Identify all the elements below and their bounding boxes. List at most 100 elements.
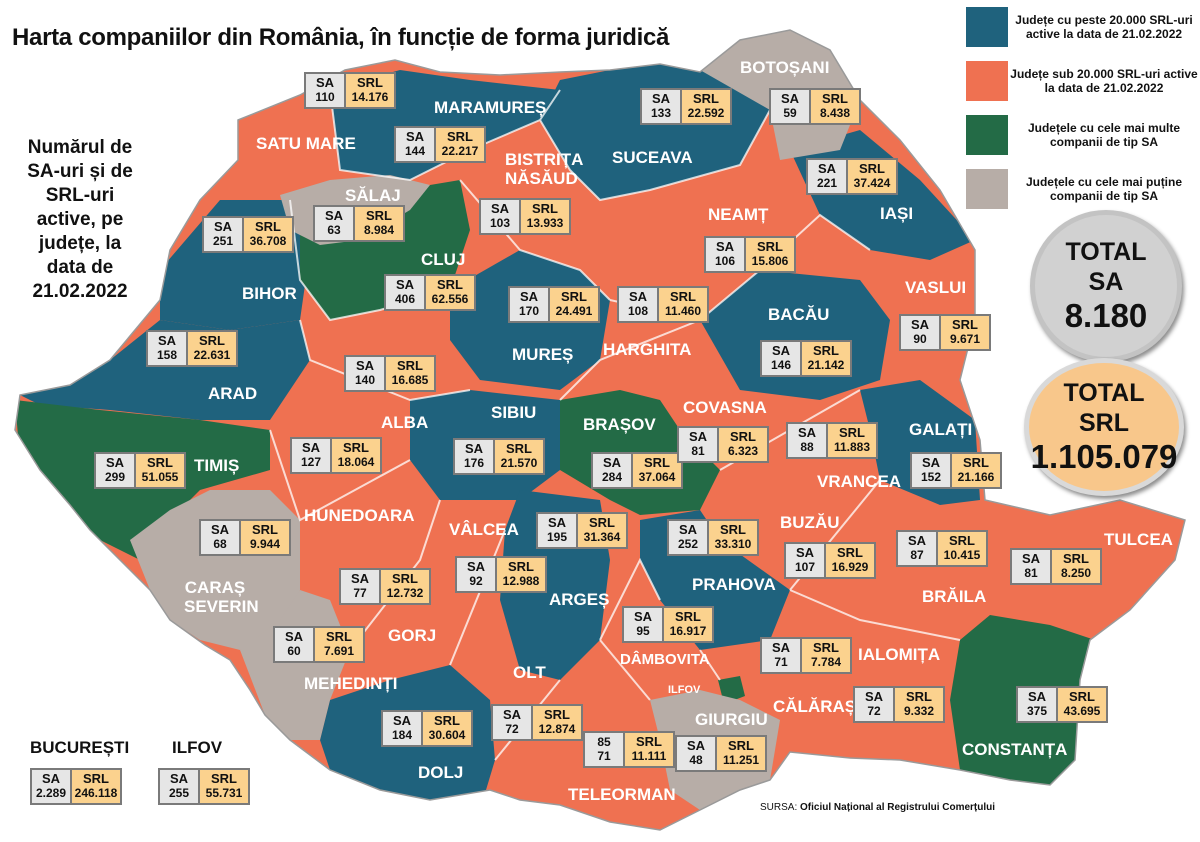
srl-value: 21.166: [957, 470, 995, 484]
county-label-galati: GALAȚI: [909, 420, 973, 439]
legend-label: Județele cu cele mai multe companii de t…: [1027, 121, 1181, 149]
sa-header: SA: [210, 522, 230, 537]
data-box-gorj: SA 77 SRL 12.732: [339, 568, 431, 605]
srl-cell: SRL 37.424: [846, 160, 896, 193]
sa-value: 107: [794, 560, 816, 574]
total-sa-label: TOTAL: [1065, 238, 1147, 266]
srl-cell: SRL 16.685: [384, 357, 434, 390]
srl-cell: SRL 12.732: [379, 570, 429, 603]
srl-cell: SRL 11.460: [657, 288, 707, 321]
total-sa-badge: TOTAL SA 8.180: [1030, 210, 1182, 362]
srl-header: SRL: [561, 289, 587, 304]
data-box-hunedoara: SA 127 SRL 18.064: [290, 437, 382, 474]
data-box-bihor: SA 251 SRL 36.708: [202, 216, 294, 253]
sa-value: 144: [404, 144, 426, 158]
sa-header: SA: [907, 533, 927, 548]
srl-cell: SRL 9.671: [939, 316, 989, 349]
sa-cell: SA 59: [771, 90, 809, 123]
sa-header: SA: [519, 289, 539, 304]
sa-cell: SA 252: [669, 521, 707, 554]
srl-header: SRL: [813, 343, 839, 358]
county-label-cluj: CLUJ: [421, 250, 466, 269]
sa-value: 127: [300, 455, 322, 469]
sa-value: 284: [601, 470, 623, 484]
srl-value: 12.732: [386, 586, 424, 600]
srl-value: 22.217: [441, 144, 479, 158]
srl-cell: SRL 16.929: [824, 544, 874, 577]
sa-value: 152: [920, 470, 942, 484]
legend-item-green: Județele cu cele mai multe companii de t…: [966, 114, 1198, 156]
srl-value: 37.064: [638, 470, 676, 484]
srl-cell: SRL 22.631: [186, 332, 236, 365]
sa-header: SA: [464, 441, 484, 456]
sa-value: 68: [213, 537, 227, 551]
sa-value: 72: [867, 704, 881, 718]
sa-header: SA: [157, 333, 177, 348]
srl-header: SRL: [693, 91, 719, 106]
sa-value: 95: [636, 624, 650, 638]
sa-header: SA: [355, 358, 375, 373]
srl-header: SRL: [589, 515, 615, 530]
sa-value: 87: [910, 548, 924, 562]
sa-value: 106: [714, 254, 736, 268]
sa-cell: SA 251: [204, 218, 242, 251]
data-box-vaslui: SA 90 SRL 9.671: [899, 314, 991, 351]
srl-header: SRL: [670, 289, 696, 304]
srl-cell: SRL 11.883: [826, 424, 876, 457]
sa-value: 71: [597, 749, 611, 763]
sa-header: SA: [771, 640, 791, 655]
sa-cell: SA 63: [315, 207, 353, 240]
county-label-giurgiu: GIURGIU: [695, 710, 768, 729]
data-box-brasov: SA 284 SRL 37.064: [591, 452, 683, 489]
sa-value: 251: [212, 234, 234, 248]
sa-cell: SA 92: [457, 558, 495, 591]
sa-cell: SA 140: [346, 357, 384, 390]
county-label-tulcea: TULCEA: [1104, 530, 1173, 549]
srl-value: 9.671: [949, 332, 981, 346]
data-box-iasi: SA 221 SRL 37.424: [806, 158, 898, 195]
sa-header: SA: [864, 689, 884, 704]
srl-value: 51.055: [141, 470, 179, 484]
county-label-dolj: DOLJ: [418, 763, 464, 782]
srl-header: SRL: [720, 522, 746, 537]
srl-value: 24.491: [555, 304, 593, 318]
county-label-bacau: BACĂU: [768, 305, 830, 324]
srl-header: SRL: [326, 629, 352, 644]
srl-cell: SRL 62.556: [424, 276, 474, 309]
srl-value: 22.592: [687, 106, 725, 120]
data-box-arad: SA 158 SRL 22.631: [146, 330, 238, 367]
legend-item-blue: Județe cu peste 20.000 SRL-uri active la…: [966, 6, 1198, 48]
legend-item-orange: Județe sub 20.000 SRL-uri active la data…: [966, 60, 1198, 102]
sa-header: SA: [602, 455, 622, 470]
srl-header: SRL: [211, 771, 237, 786]
data-box-bistrita-nasaud: SA 103 SRL 13.933: [479, 198, 571, 235]
sa-value: 140: [354, 373, 376, 387]
srl-value: 8.250: [1060, 566, 1092, 580]
county-label-hunedoara: HUNEDOARA: [304, 506, 415, 525]
srl-value: 6.323: [727, 444, 759, 458]
srl-cell: SRL 7.691: [313, 628, 363, 661]
data-box-suceava: SA 133 SRL 22.592: [640, 88, 732, 125]
srl-header: SRL: [392, 571, 418, 586]
srl-header: SRL: [199, 333, 225, 348]
sa-value: 90: [913, 332, 927, 346]
sa-cell: SA 158: [148, 332, 186, 365]
sa-cell: SA 299: [96, 454, 134, 487]
sa-header: SA: [490, 201, 510, 216]
srl-header: SRL: [1069, 689, 1095, 704]
sa-header: SA: [213, 219, 233, 234]
srl-value: 22.631: [193, 348, 231, 362]
sa-cell: SA 221: [808, 160, 846, 193]
srl-header: SRL: [636, 734, 662, 749]
srl-value: 33.310: [714, 537, 752, 551]
srl-cell: SRL 12.988: [495, 558, 545, 591]
county-label-caras-severin: CARAȘ SEVERIN: [184, 578, 259, 616]
data-box-tulcea: SA 81 SRL 8.250: [1010, 548, 1102, 585]
srl-cell: SRL 22.217: [434, 128, 484, 161]
county-label-iasi: IAȘI: [880, 204, 914, 223]
sa-value: 195: [546, 530, 568, 544]
sa-header: SA: [502, 707, 522, 722]
srl-value: 16.685: [391, 373, 429, 387]
sa-value: 255: [168, 786, 190, 800]
srl-value: 9.332: [903, 704, 935, 718]
